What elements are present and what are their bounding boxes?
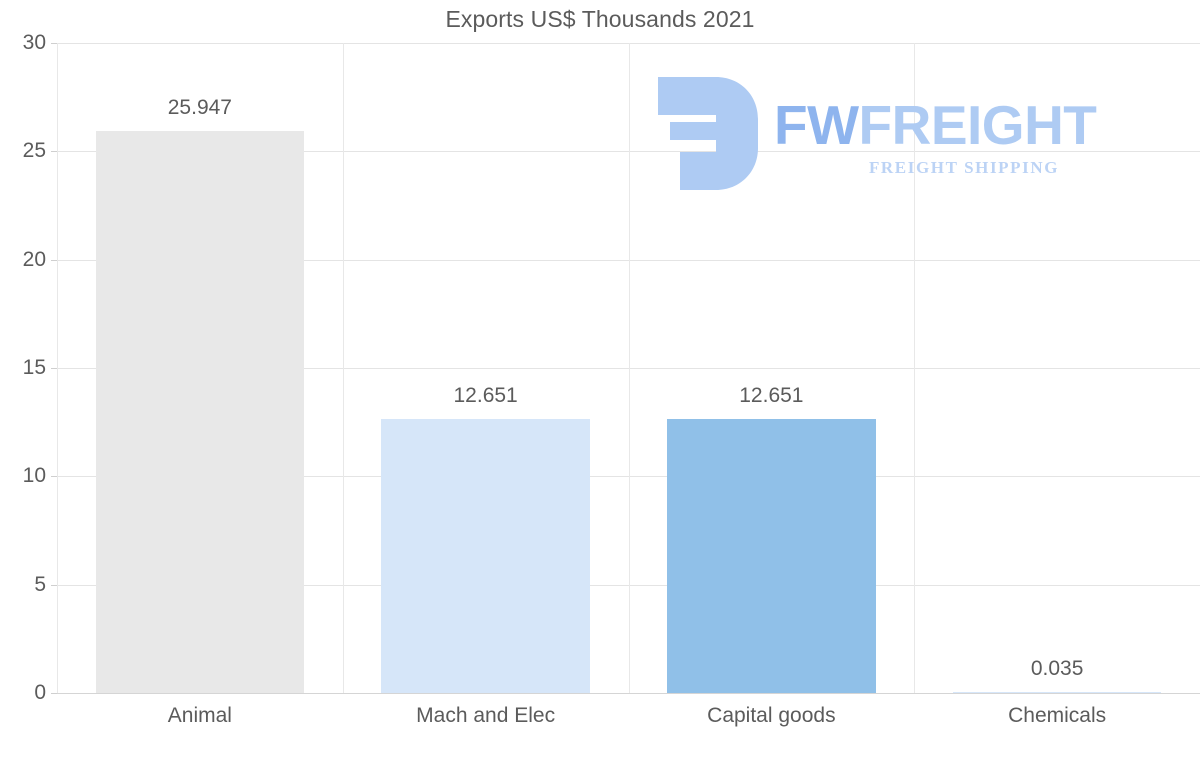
y-tick-label-10: 10 bbox=[22, 464, 46, 488]
gridline-y-0 bbox=[57, 693, 1200, 694]
y-tick-label-30: 30 bbox=[22, 31, 46, 54]
y-tick-label-0: 0 bbox=[34, 681, 46, 704]
x-tick-label-chemicals: Chemicals bbox=[1008, 704, 1107, 727]
bar-mach-and-elec[interactable] bbox=[381, 418, 590, 693]
gridline-y-30 bbox=[57, 43, 1200, 44]
bar-animal[interactable] bbox=[95, 130, 305, 693]
y-tick-label-25: 25 bbox=[22, 139, 46, 163]
x-tick-label-capital-goods: Capital goods bbox=[707, 704, 836, 727]
gridline-x-1 bbox=[343, 43, 344, 693]
y-tick-label-20: 20 bbox=[22, 247, 46, 271]
gridline-y-5 bbox=[57, 585, 1200, 586]
bar-capital-goods[interactable] bbox=[667, 418, 876, 693]
gridline-y-20 bbox=[57, 260, 1200, 261]
gridline-x-2 bbox=[629, 43, 630, 693]
gridline-x-0 bbox=[57, 43, 58, 693]
y-tick-label-15: 15 bbox=[22, 356, 46, 379]
x-tick-label-animal: Animal bbox=[167, 704, 232, 727]
bar-value-animal: 25.947 bbox=[167, 95, 232, 119]
bar-value-capital-goods: 12.651 bbox=[739, 383, 804, 407]
gridline-x-3 bbox=[914, 43, 915, 693]
bar-value-mach-and-elec: 12.651 bbox=[453, 383, 518, 407]
gridline-y-25 bbox=[57, 151, 1200, 152]
gridline-y-10 bbox=[57, 476, 1200, 477]
x-tick-label-mach-and-elec: Mach and Elec bbox=[416, 704, 556, 727]
bar-chemicals[interactable] bbox=[952, 692, 1162, 693]
chart-title: Exports US$ Thousands 2021 bbox=[445, 6, 755, 32]
gridline-y-15 bbox=[57, 368, 1200, 369]
y-tick-label-5: 5 bbox=[34, 572, 46, 596]
bar-value-chemicals: 0.035 bbox=[1030, 657, 1084, 680]
plot-area bbox=[57, 43, 1200, 694]
